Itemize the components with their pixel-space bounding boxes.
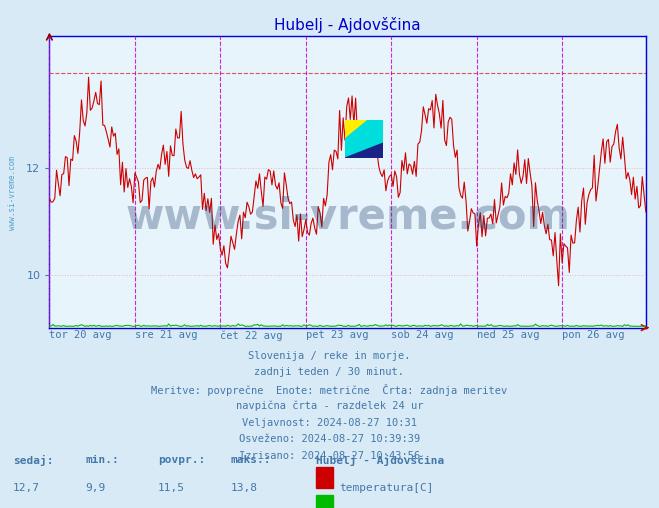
Text: navpična črta - razdelek 24 ur: navpična črta - razdelek 24 ur [236, 401, 423, 411]
Text: 13,8: 13,8 [231, 483, 258, 493]
Text: 12,7: 12,7 [13, 483, 40, 493]
Text: sre 21 avg: sre 21 avg [135, 330, 198, 340]
Title: Hubelj - Ajdovščina: Hubelj - Ajdovščina [274, 17, 421, 33]
Text: zadnji teden / 30 minut.: zadnji teden / 30 minut. [254, 367, 405, 377]
Text: Osveženo: 2024-08-27 10:39:39: Osveženo: 2024-08-27 10:39:39 [239, 434, 420, 444]
Text: čet 22 avg: čet 22 avg [220, 330, 283, 340]
Text: povpr.:: povpr.: [158, 455, 206, 465]
Polygon shape [345, 120, 384, 158]
Text: Meritve: povprečne  Enote: metrične  Črta: zadnja meritev: Meritve: povprečne Enote: metrične Črta:… [152, 384, 507, 396]
Text: min.:: min.: [86, 455, 119, 465]
Text: pet 23 avg: pet 23 avg [306, 330, 368, 340]
Text: www.si-vreme.com: www.si-vreme.com [8, 156, 17, 230]
Text: pon 26 avg: pon 26 avg [562, 330, 625, 340]
Text: sedaj:: sedaj: [13, 455, 53, 466]
Polygon shape [345, 120, 368, 139]
Text: www.si-vreme.com: www.si-vreme.com [125, 196, 570, 238]
Polygon shape [345, 143, 384, 158]
Text: ned 25 avg: ned 25 avg [476, 330, 539, 340]
Text: maks.:: maks.: [231, 455, 271, 465]
Text: Veljavnost: 2024-08-27 10:31: Veljavnost: 2024-08-27 10:31 [242, 418, 417, 428]
Text: Izrisano: 2024-08-27 10:43:56: Izrisano: 2024-08-27 10:43:56 [239, 451, 420, 461]
Text: temperatura[C]: temperatura[C] [339, 483, 434, 493]
Text: sob 24 avg: sob 24 avg [391, 330, 454, 340]
Text: 11,5: 11,5 [158, 483, 185, 493]
Text: Slovenija / reke in morje.: Slovenija / reke in morje. [248, 351, 411, 361]
Text: 9,9: 9,9 [86, 483, 106, 493]
Text: Hubelj - Ajdovščina: Hubelj - Ajdovščina [316, 455, 445, 466]
Text: tor 20 avg: tor 20 avg [49, 330, 112, 340]
